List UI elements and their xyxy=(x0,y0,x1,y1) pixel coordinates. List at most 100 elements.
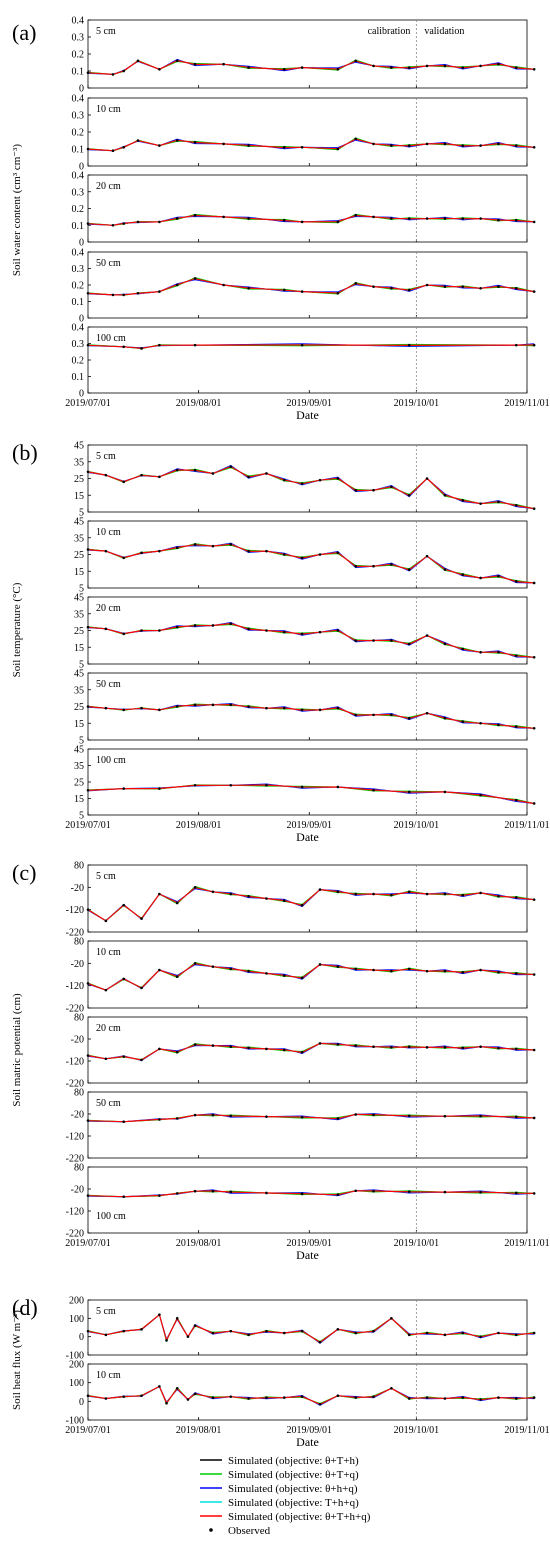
observed-point xyxy=(372,64,375,68)
observed-point xyxy=(390,1386,393,1390)
observed-point xyxy=(318,553,322,556)
observed-point xyxy=(372,488,375,492)
observed-point xyxy=(175,468,179,472)
observed-point xyxy=(372,1189,375,1193)
observed-point xyxy=(158,1313,161,1316)
y-tick-label: 80 xyxy=(74,937,84,948)
observed-point xyxy=(372,713,375,717)
y-tick-label: 0.4 xyxy=(72,171,85,182)
observed-point xyxy=(443,1190,447,1194)
y-tick-label: 15 xyxy=(74,567,84,578)
observed-point xyxy=(425,634,429,637)
observed-point xyxy=(283,974,286,977)
observed-point xyxy=(407,1114,411,1118)
observed-point xyxy=(532,1048,536,1052)
observed-point xyxy=(265,1191,268,1195)
x-tick-label: 2019/11/01 xyxy=(504,1425,549,1436)
x-axis-label: Date xyxy=(296,830,319,844)
depth-label: 100 cm xyxy=(96,1211,126,1222)
observed-point xyxy=(514,1047,518,1051)
observed-point xyxy=(247,969,250,973)
observed-point xyxy=(372,285,375,288)
observed-point xyxy=(336,1193,340,1196)
observed-point xyxy=(122,146,125,149)
observed-point xyxy=(211,472,215,475)
y-tick-label: 0.2 xyxy=(72,356,85,367)
observed-point xyxy=(86,1394,90,1398)
observed-point xyxy=(318,1042,322,1045)
legend-label: Simulated (objective: θ+T+q) xyxy=(228,1469,359,1481)
series-line-3 xyxy=(87,621,535,658)
y-axis-label: Soil water content (cm³ cm⁻³) xyxy=(11,144,23,276)
observed-point xyxy=(175,546,179,550)
observed-point xyxy=(140,1058,143,1062)
observed-point xyxy=(372,892,375,896)
observed-point xyxy=(425,477,429,480)
observed-point xyxy=(175,217,179,220)
observed-point xyxy=(86,788,90,792)
x-axis-label: Date xyxy=(296,1248,319,1262)
observed-point xyxy=(104,1397,108,1400)
observed-point xyxy=(318,1340,322,1344)
observed-point xyxy=(193,213,197,217)
observed-point xyxy=(136,291,140,295)
series-line-4 xyxy=(87,963,535,991)
observed-point xyxy=(425,892,429,896)
x-tick-label: 2019/11/01 xyxy=(504,1238,549,1249)
observed-point xyxy=(86,908,90,911)
observed-point xyxy=(300,66,304,69)
observed-point xyxy=(111,73,115,76)
y-axis-label: Soil temperature (°C) xyxy=(11,582,23,677)
observed-point xyxy=(86,625,90,629)
observed-point xyxy=(354,282,357,285)
observed-point xyxy=(211,1189,215,1193)
observed-point xyxy=(354,1189,357,1193)
observed-point xyxy=(479,1398,482,1401)
observed-point xyxy=(443,142,447,146)
x-tick-label: 2019/08/01 xyxy=(176,1238,222,1249)
observed-point xyxy=(158,68,161,71)
y-tick-label: -20 xyxy=(71,959,84,970)
panel-label: (c) xyxy=(12,860,36,885)
observed-point xyxy=(443,642,447,646)
observed-point xyxy=(354,713,357,717)
series-line-3 xyxy=(87,542,535,584)
observed-point xyxy=(372,142,375,146)
subplot-20cm: -220 -120 -20 80 20 cm xyxy=(66,1013,536,1090)
observed-point xyxy=(532,726,536,730)
observed-point xyxy=(461,217,465,220)
y-tick-label: -120 xyxy=(66,1057,84,1068)
observed-point xyxy=(175,901,179,905)
observed-point xyxy=(265,1115,268,1118)
observed-point xyxy=(407,217,411,220)
observed-point xyxy=(165,1339,168,1342)
legend-label: Simulated (objective: θ+T+h+q) xyxy=(228,1511,371,1523)
depth-label: 50 cm xyxy=(96,679,121,690)
observed-point xyxy=(86,291,90,295)
observed-point xyxy=(461,1331,465,1335)
observed-point xyxy=(390,217,393,220)
observed-point xyxy=(247,144,250,147)
observed-point xyxy=(140,629,143,632)
observed-point xyxy=(514,725,518,728)
observed-point xyxy=(532,146,536,149)
observed-point xyxy=(443,892,447,896)
observed-point xyxy=(479,64,482,68)
y-tick-label: 0.2 xyxy=(72,281,85,292)
observed-point xyxy=(86,470,90,474)
observed-point xyxy=(532,973,536,976)
y-tick-label: 0 xyxy=(79,1397,84,1408)
observed-point xyxy=(336,291,340,295)
observed-point xyxy=(443,1397,447,1400)
observed-point xyxy=(193,140,197,144)
observed-point xyxy=(136,220,140,224)
observed-point xyxy=(532,290,536,293)
observed-point xyxy=(532,343,536,347)
y-tick-label: 15 xyxy=(74,491,84,502)
observed-point xyxy=(479,721,482,725)
observed-point xyxy=(407,1333,411,1337)
observed-point xyxy=(425,64,429,68)
observed-point xyxy=(336,890,340,894)
series-line-5 xyxy=(87,703,535,729)
observed-point xyxy=(354,1331,357,1335)
